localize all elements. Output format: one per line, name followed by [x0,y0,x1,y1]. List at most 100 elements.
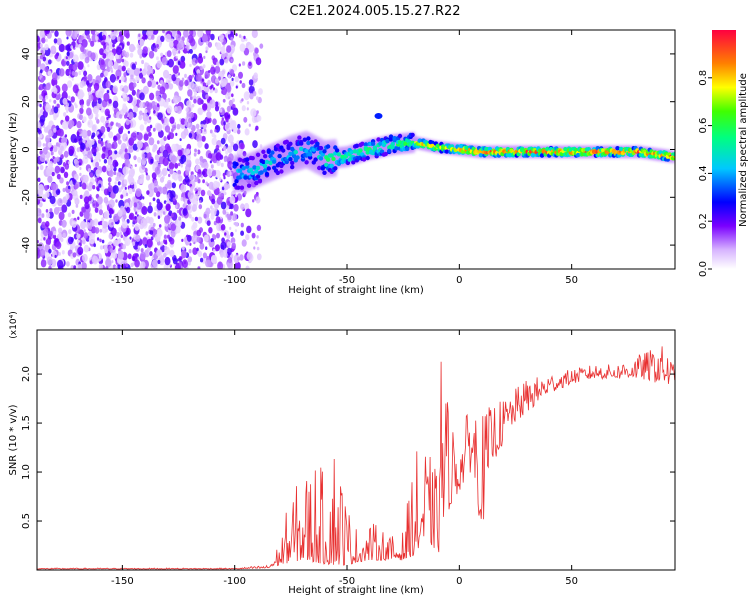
noise-mark [125,119,130,126]
noise-mark [209,160,212,164]
noise-mark [137,48,143,56]
noise-mark [216,232,220,239]
noise-mark [141,59,145,65]
noise-mark [149,251,153,257]
noise-mark [187,256,193,263]
noise-mark [61,219,67,228]
noise-mark [152,30,159,35]
noise-mark [84,190,90,199]
noise-mark [111,141,118,150]
x-tick-label: 0 [456,576,462,587]
ridge-mark [264,159,270,165]
noise-mark [178,80,184,87]
noise-mark [202,64,206,69]
noise-mark [134,223,140,231]
noise-mark [121,58,125,63]
noise-mark [130,74,134,80]
noise-mark [117,139,122,145]
noise-mark [193,193,199,201]
noise-mark [167,58,174,68]
noise-mark [211,170,217,177]
noise-mark [54,53,59,60]
noise-mark [134,259,140,268]
noise-mark [106,126,111,132]
noise-mark [116,36,121,42]
noise-mark [108,182,111,186]
noise-mark [203,234,209,242]
noise-mark [112,85,119,94]
noise-mark [175,55,178,59]
noise-mark [107,158,112,165]
noise-mark [67,185,71,190]
noise-mark [82,116,87,123]
noise-mark [176,123,181,130]
noise-mark [90,40,95,47]
noise-mark [222,98,226,103]
noise-mark [242,61,246,66]
ridge-mark [315,141,320,146]
x-tick-label: -100 [223,576,246,587]
noise-mark [161,167,168,177]
noise-mark [63,150,69,158]
noise-mark [191,204,198,212]
noise-mark [89,172,94,178]
noise-mark [65,56,68,60]
noise-mark [79,166,82,171]
ridge-mark [405,146,410,152]
noise-mark [116,75,120,80]
noise-mark [57,259,64,269]
noise-mark [113,135,118,142]
ridge-mark [615,146,620,151]
noise-mark [251,30,258,39]
noise-mark [202,82,206,87]
noise-mark [170,231,176,238]
noise-mark [86,34,90,40]
snr-x-axis-label: Height of straight line (km) [288,585,424,596]
noise-mark [202,119,206,125]
noise-mark [92,203,96,207]
noise-mark [187,190,194,200]
noise-mark [134,164,137,167]
noise-mark [122,103,127,109]
noise-mark [102,53,107,59]
ridge-mark [311,147,316,152]
noise-mark [149,124,153,129]
noise-mark [83,244,90,253]
noise-mark [245,91,250,98]
noise-mark [189,111,194,119]
noise-mark [108,199,115,209]
colorbar-tick-label: 0.4 [698,165,709,181]
noise-mark [161,261,164,266]
ridge-mark [264,171,270,177]
noise-mark [107,142,111,148]
noise-mark [206,220,211,227]
noise-mark [78,70,82,76]
noise-mark [222,209,227,215]
ridge-mark [372,145,378,150]
noise-mark [229,79,235,87]
noise-mark [48,230,53,237]
noise-mark [187,89,193,97]
noise-mark [179,138,182,142]
noise-mark [160,35,165,42]
noise-mark [168,162,175,170]
noise-mark [159,176,165,183]
noise-mark [79,172,82,177]
noise-mark [148,36,152,41]
noise-mark [93,243,96,248]
noise-mark [93,82,100,91]
noise-mark [140,248,144,253]
noise-mark [121,220,128,229]
noise-mark [195,59,198,64]
noise-mark [148,137,155,146]
noise-mark [42,147,48,155]
noise-mark [184,175,190,183]
noise-mark [123,214,127,220]
noise-mark [105,258,112,268]
noise-mark [142,196,145,200]
x-tick-label: -50 [339,275,355,286]
ridge-mark [245,161,250,166]
noise-mark [188,249,192,254]
noise-mark [97,90,104,99]
noise-mark [154,166,161,175]
